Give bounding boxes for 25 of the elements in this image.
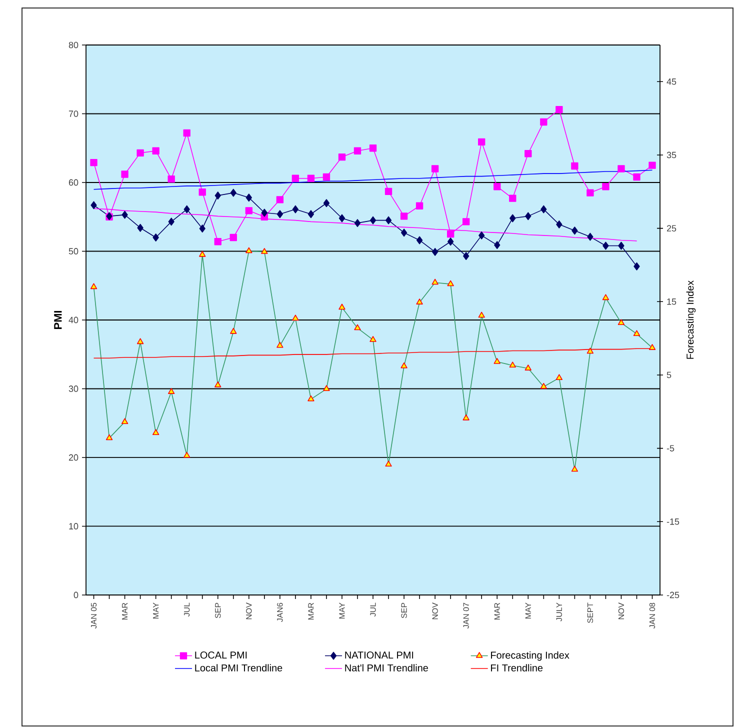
y-tick-label: 40 [68, 316, 78, 324]
y2-tick-label: -5 [666, 445, 674, 452]
legend-label: NATIONAL PMI [345, 652, 414, 659]
y2-axis-title: Forecasting Index [686, 280, 696, 359]
y-tick-label: 80 [68, 42, 78, 48]
y2-tick-label: 5 [666, 372, 672, 378]
y2-tick-label: -25 [666, 592, 680, 598]
legend-label: FI Trendline [491, 664, 543, 672]
y2-tick-label: 35 [666, 152, 676, 158]
y2-tick-label: -15 [666, 518, 680, 525]
y-tick-label: 0 [74, 592, 78, 598]
y2-tick-label: 25 [666, 225, 676, 232]
y-tick-label: 50 [68, 248, 78, 254]
y2-tick-label: 45 [666, 78, 676, 85]
y-tick-label: 20 [68, 454, 78, 461]
legend-label: Forecasting Index [491, 651, 570, 661]
legend-label: Local PMI Trendline [195, 664, 282, 672]
y2-tick-label: 15 [667, 298, 676, 305]
legend-label: LOCAL PMI [195, 652, 247, 659]
y-tick-label: 70 [68, 110, 78, 117]
y-tick-label: 60 [68, 179, 78, 186]
y-axis-title: PMI [54, 310, 62, 329]
y-tick-label: 30 [68, 386, 78, 392]
legend-label: Nat'l PMI Trendline [345, 664, 428, 672]
y-tick-label: 10 [69, 523, 78, 530]
